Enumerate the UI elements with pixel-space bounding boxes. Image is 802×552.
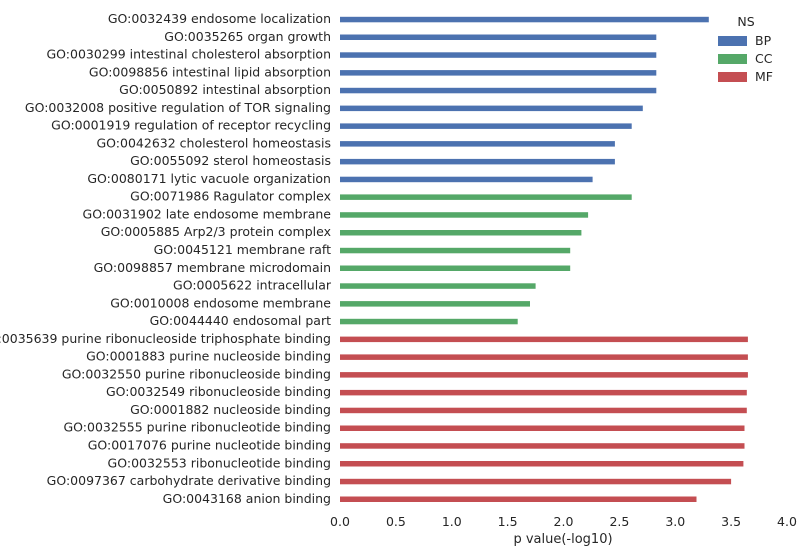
category-label: GO:0098857 membrane microdomain [94,260,331,275]
legend-swatch-bp [718,36,747,46]
bar-bp [340,87,657,94]
category-label: GO:0045121 membrane raft [154,242,332,257]
category-label: GO:0035639 purine ribonucleoside triphos… [0,331,331,346]
x-tick-label: 0.5 [386,514,406,529]
bar-cc [340,301,530,307]
category-label: GO:0010008 endosome membrane [110,295,331,310]
x-tick-label: 3.5 [721,514,741,529]
category-label: GO:0030299 intestinal cholesterol absorp… [46,47,331,62]
x-tick-label: 2.0 [554,514,574,529]
category-label: GO:0001882 nucleoside binding [130,402,331,417]
category-label: GO:0097367 carbohydrate derivative bindi… [47,473,331,488]
bar-mf [340,372,748,378]
bar-bp [340,16,709,23]
legend-label: BP [755,33,772,48]
category-label: GO:0001919 regulation of receptor recycl… [51,118,331,133]
bar-cc [340,283,536,289]
category-label: GO:0001883 purine nucleoside binding [86,349,331,364]
x-tick-label: 2.5 [609,514,629,529]
category-label: GO:0042632 cholesterol homeostasis [97,135,332,150]
category-label: GO:0032550 purine ribonucleoside binding [62,366,331,381]
bar-mf [340,478,732,485]
bar-bp [340,34,657,40]
bar-mf [340,407,747,414]
bar-bp [340,70,657,76]
bar-mf [340,496,697,502]
bar-bp [340,105,643,112]
bar-cc [340,230,582,236]
category-label: GO:0080171 lytic vacuole organization [87,171,331,186]
x-tick-label: 4.0 [777,514,797,529]
category-label: GO:0043168 anion binding [163,491,331,506]
category-label: GO:0044440 endosomal part [150,313,332,328]
bar-bp [340,158,615,165]
category-label: GO:0005885 Arp2/3 protein complex [101,224,331,239]
category-label: GO:0032439 endosome localization [108,11,331,26]
x-tick-label: 1.0 [442,514,462,529]
bar-bp [340,52,657,58]
bar-mf [340,443,745,449]
legend: NS BP CC MF [718,14,773,84]
category-label: GO:0005622 intracellular [173,278,332,293]
bar-cc [340,194,632,200]
x-axis-title: p value(-log10) [513,532,612,547]
legend-label: CC [755,51,773,66]
bar-cc [340,265,571,271]
x-tick-label: 3.0 [665,514,685,529]
category-label: GO:0055092 sterol homeostasis [130,153,331,168]
category-label: GO:0031902 late endosome membrane [83,207,332,222]
category-label: GO:0017076 purine nucleotide binding [88,438,331,453]
bar-mf [340,425,745,431]
category-label: GO:0098856 intestinal lipid absorption [89,64,331,79]
category-label: GO:0032549 ribonucleoside binding [106,384,331,399]
bar-bp [340,176,593,183]
x-tick-labels: 0.0 0.5 1.0 1.5 2.0 2.5 3.0 3.5 4.0 [330,514,797,529]
category-label: GO:0032008 positive regulation of TOR si… [25,100,331,115]
category-label: GO:0050892 intestinal absorption [119,82,331,97]
bar-mf [340,354,748,360]
bar-cc [340,318,518,325]
bar-cc [340,212,589,218]
category-label: GO:0032553 ribonucleotide binding [108,455,331,470]
bars [340,16,748,502]
x-tick-label: 0.0 [330,514,350,529]
category-label: GO:0071986 Ragulator complex [130,189,331,204]
category-label: GO:0032555 purine ribonucleotide binding [63,420,331,435]
category-label: GO:0035265 organ growth [164,29,331,44]
bar-mf [340,389,747,396]
legend-title: NS [737,14,754,29]
bar-bp [340,123,632,129]
category-labels: GO:0032439 endosome localization GO:00352… [0,11,332,506]
bar-cc [340,247,571,254]
bar-bp [340,141,615,147]
bar-mf [340,336,748,343]
legend-label: MF [755,69,773,84]
legend-swatch-cc [718,54,747,64]
legend-swatch-mf [718,72,747,82]
x-tick-label: 1.5 [498,514,518,529]
bar-mf [340,461,744,467]
